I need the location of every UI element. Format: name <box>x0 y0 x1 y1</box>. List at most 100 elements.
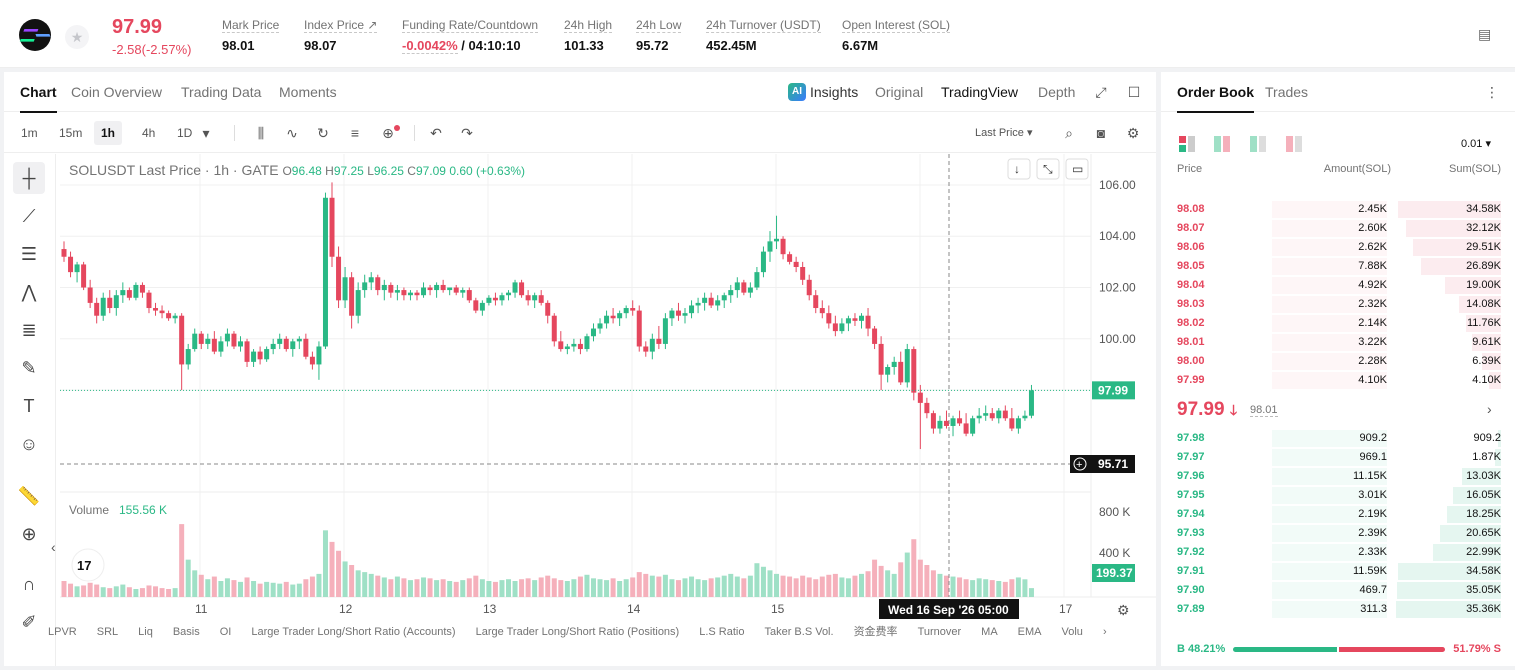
ob-price: 97.89 <box>1177 603 1205 615</box>
ask-row[interactable]: 98.02 2.14K 11.76K <box>1161 314 1515 333</box>
tab-coin-overview[interactable]: Coin Overview <box>71 84 163 100</box>
candle <box>924 402 930 414</box>
price-chart[interactable]: 106.00 104.00 102.00 100.00 97.99 + 95.71 800 K… <box>4 72 1156 666</box>
scroll-down-button[interactable] <box>1007 158 1031 180</box>
bid-row[interactable]: 97.96 11.15K 13.03K <box>1161 467 1515 486</box>
view-tradingview[interactable]: TradingView <box>941 84 1019 100</box>
ob-price: 97.99 <box>1177 374 1205 386</box>
toggle-button[interactable] <box>1065 158 1089 180</box>
chevron-right-icon[interactable]: › <box>1102 626 1107 638</box>
gear-icon[interactable]: ⚙ <box>1126 125 1140 141</box>
indicator-item[interactable]: OI <box>219 626 232 638</box>
trendline-icon[interactable]: ⟋ <box>22 206 36 226</box>
indicator-item[interactable]: LPVR <box>48 626 77 638</box>
ask-row[interactable]: 98.03 2.32K 14.08K <box>1161 295 1515 314</box>
candle <box>316 346 322 365</box>
crosshair-icon[interactable]: ┼ <box>13 162 45 194</box>
window-icon[interactable]: ☐ <box>1127 84 1141 100</box>
pencil-lock-icon[interactable]: ✐ <box>21 612 37 632</box>
zoom-in-icon[interactable]: ⊕ <box>21 524 37 544</box>
tab-moments[interactable]: Moments <box>279 84 337 100</box>
tab-chart[interactable]: Chart <box>20 84 57 113</box>
layout-both-icon[interactable] <box>1179 136 1195 152</box>
price-type-select[interactable]: Last Price ▾ <box>975 127 1033 139</box>
bid-row[interactable]: 97.90 469.7 35.05K <box>1161 581 1515 600</box>
indicator-icon[interactable]: ∿ <box>286 125 298 141</box>
pattern-icon[interactable]: ⋀ <box>21 282 37 302</box>
indicator-item[interactable]: MA <box>981 626 998 638</box>
bid-row[interactable]: 97.98 909.2 909.2 <box>1161 429 1515 448</box>
bid-row[interactable]: 97.97 969.1 1.87K <box>1161 448 1515 467</box>
indicator-item[interactable]: Liq <box>138 626 153 638</box>
indicator-item[interactable]: Large Trader Long/Short Ratio (Accounts) <box>251 626 456 638</box>
layout-asks-icon[interactable] <box>1286 136 1302 152</box>
candle <box>126 290 132 298</box>
bid-row[interactable]: 97.95 3.01K 16.05K <box>1161 486 1515 505</box>
indicator-item[interactable]: Turnover <box>917 626 962 638</box>
ask-row[interactable]: 98.08 2.45K 34.58K <box>1161 200 1515 219</box>
indicator-item[interactable]: Large Trader Long/Short Ratio (Positions… <box>475 626 680 638</box>
tab-trading-data[interactable]: Trading Data <box>181 84 262 100</box>
undo-icon[interactable]: ↶ <box>430 125 442 141</box>
ask-row[interactable]: 98.06 2.62K 29.51K <box>1161 238 1515 257</box>
plus-circle-icon[interactable] <box>1073 457 1087 471</box>
bid-row[interactable]: 97.93 2.39K 20.65K <box>1161 524 1515 543</box>
ask-row[interactable]: 97.99 4.10K 4.10K <box>1161 371 1515 390</box>
book-icon[interactable]: ▤ <box>1478 26 1492 42</box>
indicator-item[interactable]: 资金费率 <box>853 626 898 638</box>
indicator-item[interactable]: L.S Ratio <box>699 626 745 638</box>
bid-row[interactable]: 97.94 2.19K 18.25K <box>1161 505 1515 524</box>
tf-4h[interactable]: 4h <box>142 126 156 140</box>
bid-row[interactable]: 97.89 311.3 35.36K <box>1161 600 1515 619</box>
template-icon[interactable]: ≡ <box>350 125 360 141</box>
volume-bar <box>211 576 217 597</box>
chevron-down-icon[interactable]: ▾ <box>202 125 210 141</box>
ruler-icon[interactable]: 📏 <box>17 486 41 506</box>
ask-row[interactable]: 98.01 3.22K 9.61K <box>1161 333 1515 352</box>
tf-1m[interactable]: 1m <box>21 126 38 140</box>
indicator-item[interactable]: EMA <box>1017 626 1042 638</box>
ask-row[interactable]: 98.00 2.28K 6.39K <box>1161 352 1515 371</box>
ask-row[interactable]: 98.05 7.88K 26.89K <box>1161 257 1515 276</box>
ob-price: 98.04 <box>1177 279 1205 291</box>
ask-row[interactable]: 98.07 2.60K 32.12K <box>1161 219 1515 238</box>
search-icon[interactable]: ⌕ <box>1065 125 1073 141</box>
indicator-item[interactable]: Taker B.S Vol. <box>764 626 834 638</box>
view-depth[interactable]: Depth <box>1038 84 1076 100</box>
axis-settings-icon[interactable]: ⚙ <box>1117 602 1130 618</box>
indicator-item[interactable]: SRL <box>96 626 119 638</box>
layout-bids-icon[interactable] <box>1250 136 1266 152</box>
chevron-right-icon[interactable]: › <box>1487 401 1492 417</box>
camera-icon[interactable]: ◙ <box>1096 125 1106 141</box>
fib-icon[interactable]: ≣ <box>21 320 37 340</box>
expand-icon[interactable]: ⤢ <box>1095 84 1107 100</box>
ask-row[interactable]: 98.04 4.92K 19.00K <box>1161 276 1515 295</box>
horizontal-lines-icon[interactable]: ☰ <box>20 244 38 264</box>
collapse-button[interactable] <box>1036 158 1060 180</box>
emoji-icon[interactable]: ☺ <box>19 434 39 454</box>
bid-row[interactable]: 97.91 11.59K 34.58K <box>1161 562 1515 581</box>
redo-icon[interactable]: ↷ <box>461 125 473 141</box>
magnet-icon[interactable]: ∩ <box>22 574 36 594</box>
view-original[interactable]: Original <box>875 84 924 100</box>
candle-type-icon[interactable]: ⫼ <box>257 125 265 141</box>
precision-select[interactable]: 0.01 ▾ <box>1461 138 1491 150</box>
tab-trades[interactable]: Trades <box>1265 84 1309 100</box>
indicator-item[interactable]: Basis <box>172 626 200 638</box>
tf-1d[interactable]: 1D <box>177 126 193 140</box>
layout-split-icon[interactable] <box>1214 136 1230 152</box>
bid-row[interactable]: 97.92 2.33K 22.99K <box>1161 543 1515 562</box>
text-icon[interactable]: T <box>23 396 35 416</box>
tf-15m[interactable]: 15m <box>59 126 83 140</box>
more-icon[interactable]: ⋮ <box>1485 84 1499 100</box>
replay-icon[interactable]: ↻ <box>317 125 329 141</box>
collapse-toolbar-icon[interactable]: ‹ <box>51 539 56 555</box>
add-indicator-icon[interactable]: ⊕ <box>382 125 394 141</box>
volume-bar <box>787 576 793 597</box>
brush-icon[interactable]: ✎ <box>21 358 37 378</box>
indicator-item[interactable]: Volu <box>1061 626 1083 638</box>
tf-1h[interactable]: 1h <box>94 121 123 145</box>
view-insights[interactable]: Insights <box>810 84 859 100</box>
favorite-star-icon[interactable]: ★ <box>65 25 89 49</box>
tab-order-book[interactable]: Order Book <box>1177 84 1255 113</box>
